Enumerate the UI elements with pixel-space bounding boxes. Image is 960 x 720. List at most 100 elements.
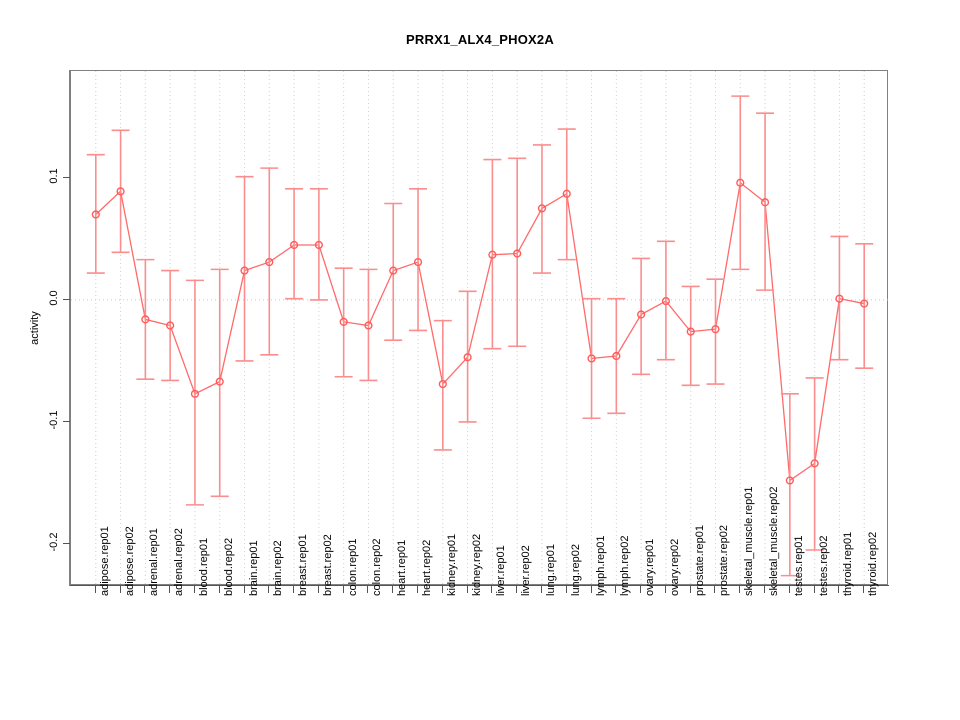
y-axis-tick-label: 0.0	[48, 290, 60, 306]
x-axis-tick-label: skeletal_muscle.rep02	[768, 486, 781, 596]
data-point[interactable]	[686, 327, 695, 336]
data-point[interactable]	[587, 354, 596, 363]
x-axis-tick-label: breast.rep01	[297, 534, 310, 596]
data-point[interactable]	[860, 299, 869, 308]
x-axis-tick	[169, 586, 171, 593]
x-axis-tick	[565, 586, 567, 593]
x-axis-tick-label: liver.rep01	[495, 545, 508, 596]
x-axis-tick-label: testes.rep01	[792, 535, 805, 596]
x-axis-tick-label: thyroid.rep01	[842, 531, 855, 596]
x-axis-tick	[144, 586, 146, 593]
x-axis-tick	[243, 586, 245, 593]
x-axis-tick	[342, 586, 344, 593]
data-point[interactable]	[364, 321, 373, 330]
x-axis-tick	[193, 586, 195, 593]
data-point[interactable]	[661, 297, 671, 306]
x-axis-tick-label: colon.rep01	[346, 538, 359, 597]
x-axis-tick	[317, 586, 319, 593]
x-axis-tick-label: adipose.rep02	[123, 526, 136, 596]
y-axis-tick-label: -0.2	[48, 532, 60, 552]
data-point[interactable]	[785, 476, 794, 485]
page-title: PRRX1_ALX4_PHOX2A	[406, 32, 554, 47]
y-axis-label: activity	[28, 311, 41, 345]
data-point[interactable]	[835, 294, 844, 303]
x-axis-tick-label: breast.rep02	[321, 534, 334, 596]
data-point[interactable]	[463, 353, 472, 362]
data-point[interactable]	[513, 249, 522, 258]
x-axis-tick-label: kidney.rep02	[470, 533, 483, 596]
data-point[interactable]	[289, 240, 299, 250]
plot-area	[70, 70, 889, 586]
x-axis-tick	[764, 586, 766, 593]
x-axis-tick	[417, 586, 419, 593]
x-axis-tick	[367, 586, 369, 593]
data-point[interactable]	[389, 266, 398, 275]
x-axis-tick-label: brain.rep01	[247, 540, 260, 596]
data-point[interactable]	[760, 198, 770, 207]
y-axis-tick-label: -0.1	[48, 410, 60, 430]
x-axis-tick	[491, 586, 493, 593]
x-axis-tick-label: brain.rep02	[272, 540, 285, 596]
x-axis-tick-label: testes.rep02	[817, 535, 830, 596]
data-point[interactable]	[736, 178, 745, 187]
data-point[interactable]	[488, 250, 497, 259]
data-point[interactable]	[91, 210, 100, 219]
x-axis-tick-label: lymph.rep02	[619, 535, 632, 596]
data-point[interactable]	[166, 321, 175, 330]
data-point[interactable]	[413, 257, 423, 267]
x-axis-tick-label: adrenal.rep01	[148, 528, 161, 596]
data-point[interactable]	[711, 325, 720, 334]
x-axis-tick	[516, 586, 518, 593]
x-axis-tick	[788, 586, 790, 593]
x-axis-tick-label: heart.rep02	[421, 539, 434, 596]
x-axis-tick	[441, 586, 443, 593]
x-axis-tick	[119, 586, 121, 593]
x-axis-tick	[94, 586, 96, 593]
x-axis-tick-label: kidney.rep01	[445, 533, 458, 596]
x-axis-tick	[392, 586, 394, 593]
x-axis-tick	[838, 586, 840, 593]
data-point[interactable]	[116, 187, 125, 196]
y-axis-tick	[63, 542, 70, 544]
x-axis-tick	[664, 586, 666, 593]
x-axis-tick	[739, 586, 741, 593]
data-point[interactable]	[339, 317, 348, 326]
data-point[interactable]	[215, 377, 224, 386]
data-point[interactable]	[240, 266, 249, 275]
x-axis-tick	[615, 586, 617, 593]
y-axis-tick-label: 0.1	[48, 168, 60, 184]
x-axis-tick-label: ovary.rep02	[668, 538, 681, 596]
data-point[interactable]	[141, 315, 150, 324]
x-axis-tick	[293, 586, 295, 593]
data-point[interactable]	[438, 379, 447, 389]
x-axis-tick-label: adipose.rep01	[98, 526, 111, 596]
x-axis-line	[70, 585, 889, 586]
x-axis-tick-label: prostate.rep02	[718, 525, 731, 596]
data-point[interactable]	[314, 240, 323, 250]
x-axis-tick-label: blood.rep02	[222, 537, 235, 596]
data-point[interactable]	[562, 189, 571, 198]
x-axis-tick	[689, 586, 691, 593]
x-axis-tick	[466, 586, 468, 593]
x-axis-tick-label: lung.rep02	[569, 544, 582, 596]
x-axis-tick	[268, 586, 270, 593]
y-axis-tick	[63, 176, 70, 178]
x-axis-tick	[714, 586, 716, 593]
data-point[interactable]	[265, 257, 274, 267]
x-axis-tick-label: thyroid.rep02	[867, 531, 880, 596]
data-point[interactable]	[190, 389, 200, 398]
x-axis-tick	[640, 586, 642, 593]
x-axis-tick	[863, 586, 865, 593]
x-axis-tick-label: prostate.rep01	[693, 525, 706, 596]
x-axis-tick-label: colon.rep02	[371, 538, 384, 597]
x-axis-tick	[590, 586, 592, 593]
data-point[interactable]	[537, 204, 547, 213]
data-point[interactable]	[612, 351, 621, 361]
x-axis-tick-label: ovary.rep01	[644, 538, 657, 596]
data-point[interactable]	[637, 310, 646, 319]
x-axis-tick-label: heart.rep01	[396, 539, 409, 596]
data-point[interactable]	[810, 459, 819, 468]
x-axis-tick-label: liver.rep02	[520, 545, 533, 596]
x-axis-tick-label: adrenal.rep02	[173, 528, 186, 596]
